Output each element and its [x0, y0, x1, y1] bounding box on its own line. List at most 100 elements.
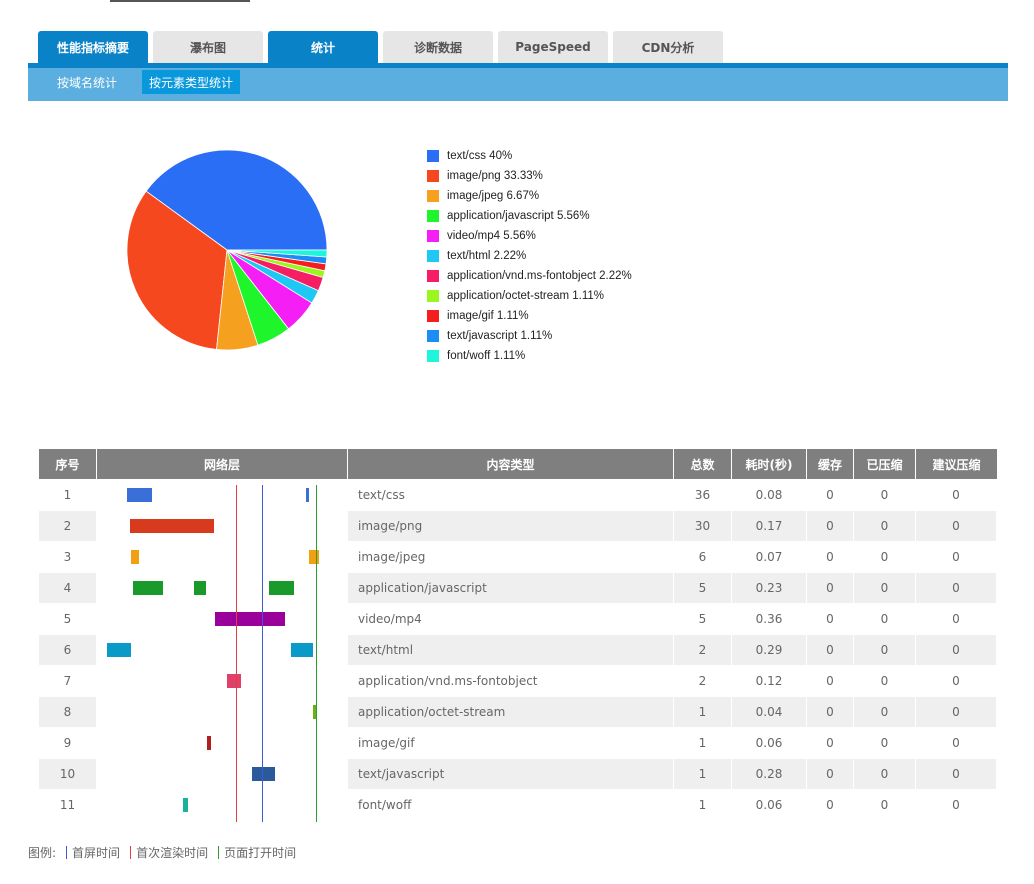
legend-label: text/css 40% — [447, 150, 513, 162]
network-bar[interactable] — [127, 488, 152, 502]
cell-time: 0.06 — [755, 736, 783, 750]
legend-item[interactable]: application/javascript 5.56% — [427, 206, 632, 226]
network-bar[interactable] — [313, 705, 316, 719]
cell-total: 1 — [698, 736, 707, 750]
cell-time: 0.23 — [732, 573, 806, 603]
cell-index: 4 — [39, 573, 96, 603]
legend-first-render: 首次渲染时间 — [130, 844, 208, 861]
cell-compressed: 0 — [880, 674, 889, 688]
network-bar[interactable] — [133, 581, 163, 595]
legend-swatch — [427, 250, 439, 262]
first-render-label: 首次渲染时间 — [136, 845, 209, 860]
cell-total: 2 — [674, 635, 731, 665]
legend-swatch — [427, 310, 439, 322]
cell-cache: 0 — [826, 798, 834, 812]
legend-item[interactable]: video/mp4 5.56% — [427, 226, 632, 246]
cell-compressed: 0 — [880, 488, 889, 502]
header-cache: 缓存 — [807, 449, 854, 479]
cell-content-type: font/woff — [358, 798, 412, 812]
cell-compressed: 0 — [854, 759, 915, 789]
network-bar[interactable] — [227, 674, 241, 688]
cell-content-type: text/css — [358, 488, 405, 502]
pie-slice-image-png[interactable] — [127, 190, 228, 350]
legend-item[interactable]: text/css 40% — [427, 146, 632, 166]
header-compressed: 已压缩 — [854, 449, 916, 479]
cell-time: 0.29 — [732, 635, 806, 665]
page-open-marker — [218, 845, 220, 859]
cell-time: 0.36 — [755, 612, 783, 626]
tab-strip — [28, 63, 1008, 68]
tab-statistics[interactable]: 统计 — [268, 31, 378, 63]
cell-cache: 0 — [807, 573, 853, 603]
subnav-by-domain[interactable]: 按域名统计 — [57, 75, 118, 90]
legend-item[interactable]: application/vnd.ms-fontobject 2.22% — [427, 266, 632, 286]
table-row: 4 application/javascript 5 0.23 0 0 0 — [39, 573, 997, 604]
legend-item[interactable]: image/gif 1.11% — [427, 306, 632, 326]
legend-swatch — [427, 350, 439, 362]
cell-cache: 0 — [826, 736, 834, 750]
tab-pagespeed[interactable]: PageSpeed — [498, 31, 608, 63]
table-row: 9 image/gif 1 0.06 0 0 0 — [39, 728, 997, 759]
cell-suggest: 0 — [952, 798, 960, 812]
cell-time: 0.04 — [732, 697, 806, 727]
network-bar[interactable] — [309, 550, 319, 564]
sub-navigation: 按域名统计 按元素类型统计 — [28, 68, 1008, 101]
cell-time: 0.06 — [755, 798, 783, 812]
table-row: 3 image/jpeg 6 0.07 0 0 0 — [39, 542, 997, 573]
legend-item[interactable]: text/html 2.22% — [427, 246, 632, 266]
tab-waterfall[interactable]: 瀑布图 — [153, 31, 263, 63]
pie-slice-text-css[interactable] — [145, 150, 327, 251]
cell-total: 2 — [698, 674, 707, 688]
subnav-by-type[interactable]: 按元素类型统计 — [142, 70, 241, 94]
cell-content-type: image/jpeg — [358, 550, 426, 564]
cell-index: 9 — [63, 736, 72, 750]
cell-cache: 0 — [807, 635, 853, 665]
table-row: 11 font/woff 1 0.06 0 0 0 — [39, 790, 997, 821]
cell-index: 8 — [39, 697, 96, 727]
timing-line — [316, 485, 317, 822]
network-bar[interactable] — [130, 519, 214, 533]
network-bar[interactable] — [194, 581, 206, 595]
cell-time: 0.12 — [755, 674, 783, 688]
cell-suggest: 0 — [952, 488, 960, 502]
cell-content-type: application/javascript — [348, 573, 673, 603]
legend-item[interactable]: application/octet-stream 1.11% — [427, 286, 632, 306]
cell-total: 1 — [698, 798, 707, 812]
cell-total: 1 — [674, 697, 731, 727]
page-open-label: 页面打开时间 — [224, 845, 297, 860]
network-bar[interactable] — [269, 581, 294, 595]
network-bar[interactable] — [252, 767, 275, 781]
cell-compressed: 0 — [854, 573, 915, 603]
tab-diagnostics[interactable]: 诊断数据 — [383, 31, 493, 63]
network-bar[interactable] — [306, 488, 309, 502]
network-bar[interactable] — [215, 612, 285, 626]
timing-line — [236, 485, 237, 822]
pie-legend: text/css 40% image/png 33.33% image/jpeg 6… — [427, 146, 632, 366]
legend-item[interactable]: font/woff 1.11% — [427, 346, 632, 366]
cell-suggest: 0 — [916, 573, 996, 603]
network-bar[interactable] — [291, 643, 313, 657]
pie-chart — [127, 150, 327, 350]
table-row: 8 application/octet-stream 1 0.04 0 0 0 — [39, 697, 997, 728]
tab-summary[interactable]: 性能指标摘要 — [38, 31, 148, 63]
network-bar[interactable] — [131, 550, 139, 564]
cell-index: 2 — [39, 511, 96, 541]
cell-suggest: 0 — [916, 635, 996, 665]
legend-item[interactable]: image/png 33.33% — [427, 166, 632, 186]
network-bar[interactable] — [207, 736, 211, 750]
table-header: 序号 网络层 内容类型 总数 耗时(秒) 缓存 已压缩 建议压缩 — [39, 449, 997, 479]
legend-item[interactable]: text/javascript 1.11% — [427, 326, 632, 346]
network-bar[interactable] — [107, 643, 131, 657]
network-bar[interactable] — [183, 798, 188, 812]
cell-content-type: application/octet-stream — [348, 697, 673, 727]
legend-item[interactable]: image/jpeg 6.67% — [427, 186, 632, 206]
cell-cache: 0 — [807, 511, 853, 541]
legend-label: image/png 33.33% — [447, 170, 543, 182]
cell-index: 3 — [63, 550, 72, 564]
tab-cdn[interactable]: CDN分析 — [613, 31, 723, 63]
top-divider — [110, 0, 250, 2]
cell-time: 0.07 — [755, 550, 783, 564]
footer-legend: 图例: 首屏时间 首次渲染时间 页面打开时间 — [28, 844, 296, 860]
cell-cache: 0 — [826, 550, 834, 564]
